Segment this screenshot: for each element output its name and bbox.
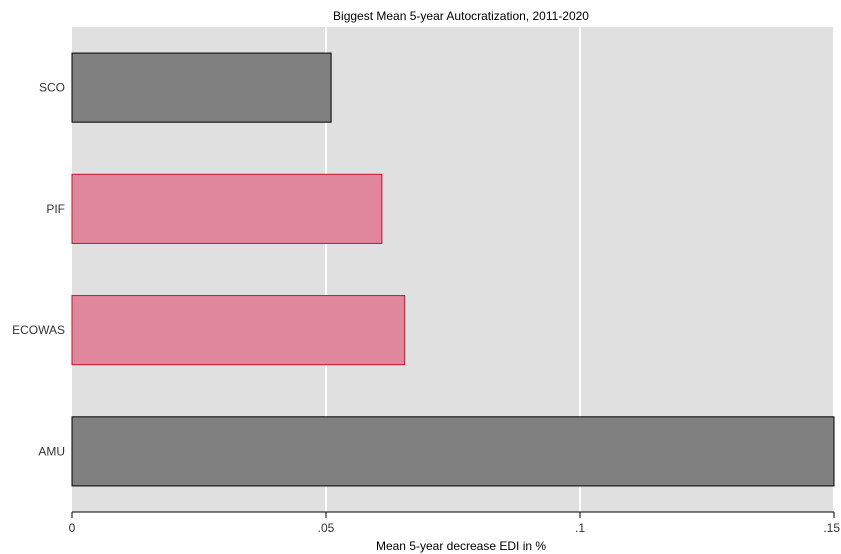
x-tick-label-2: .1 xyxy=(575,521,585,535)
bar-amu xyxy=(71,416,835,487)
chart-title: Biggest Mean 5-year Autocratization, 201… xyxy=(333,9,589,23)
x-tick-label-1: .05 xyxy=(318,521,335,535)
bar-sco xyxy=(71,52,332,123)
y-tick-label-ecowas: ECOWAS xyxy=(12,323,65,337)
bar-pif xyxy=(71,173,383,244)
x-tick-label-3: .15 xyxy=(823,521,840,535)
bars xyxy=(71,52,835,487)
x-axis-title: Mean 5-year decrease EDI in % xyxy=(376,539,546,553)
y-tick-label-sco: SCO xyxy=(39,81,65,95)
y-tick-label-amu: AMU xyxy=(38,444,65,458)
x-tick-label-0: 0 xyxy=(69,521,76,535)
y-tick-label-pif: PIF xyxy=(46,202,65,216)
y-tick-labels: SCO PIF ECOWAS AMU xyxy=(12,81,65,459)
x-ticks: 0 .05 .1 .15 xyxy=(69,512,840,535)
bar-ecowas xyxy=(71,295,406,366)
